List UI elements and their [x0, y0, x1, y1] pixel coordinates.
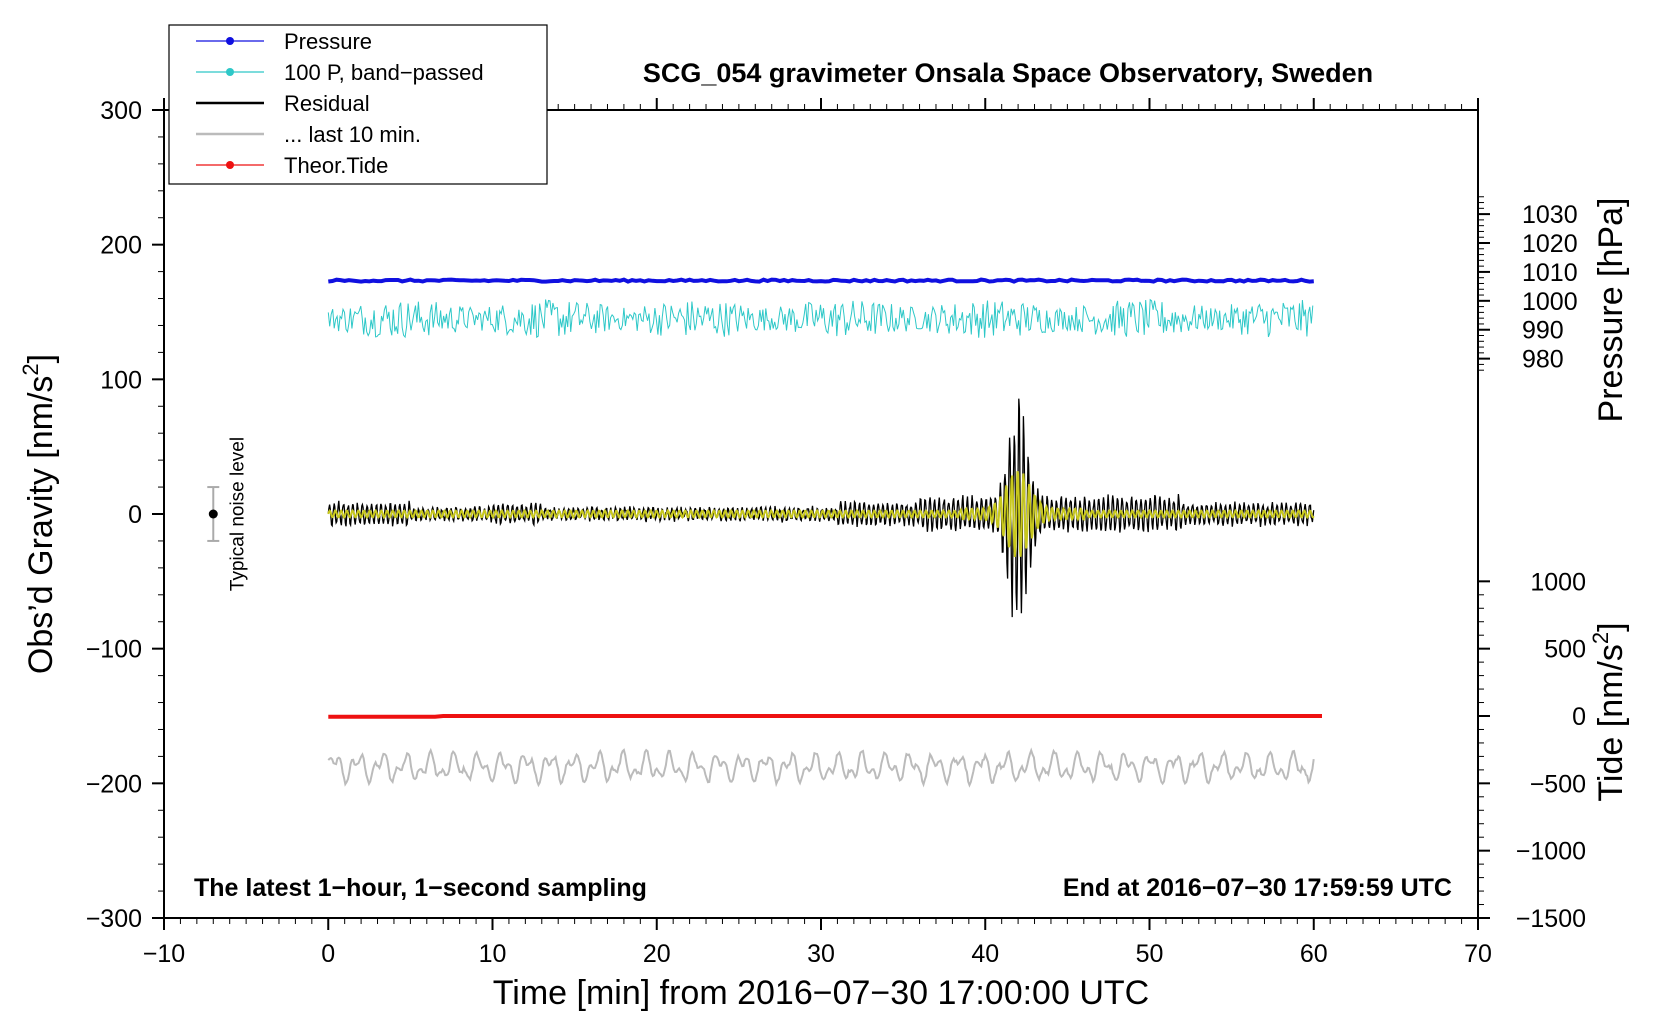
- y-right-tide-title: Tide [nm/s2]: [1588, 622, 1630, 801]
- series-pressure-bandpassed: [327, 298, 1314, 339]
- x-axis: −10 0 10 20 30 40 50 60 70: [143, 98, 1492, 968]
- legend-entries: Pressure 100 P, band−passed Residual ... la…: [196, 29, 484, 178]
- y-left-tick-label: 300: [100, 97, 142, 125]
- pressure-tick-label: 1030: [1522, 201, 1578, 229]
- pressure-tick-label: 1020: [1522, 230, 1578, 258]
- x-tick-label: 20: [643, 940, 671, 968]
- legend-box: [168, 24, 548, 185]
- legend-marker: [226, 37, 234, 45]
- y-left-tick-label: −100: [86, 636, 142, 664]
- chart-title: SCG_054 gravimeter Onsala Space Observat…: [643, 58, 1373, 88]
- y-right-axis: 103010201010100099098010005000−500−1000−…: [1478, 196, 1586, 933]
- legend-label: Theor.Tide: [284, 153, 388, 178]
- legend-label: Residual: [284, 91, 370, 116]
- y-right-pressure-title: Pressure [hPa]: [1592, 198, 1630, 423]
- tide-tick-label: −1000: [1516, 838, 1586, 866]
- legend-marker: [226, 161, 234, 169]
- x-tick-label: 50: [1136, 940, 1164, 968]
- y-left-tick-label: −200: [86, 770, 142, 798]
- y-left-tick-label: 0: [128, 501, 142, 529]
- x-tick-label: 0: [321, 940, 335, 968]
- noise-level-indicator: Typical noise level: [207, 437, 248, 591]
- x-axis-title: Time [min] from 2016−07−30 17:00:00 UTC: [493, 974, 1149, 1012]
- y-left-axis-title: Obs’d Gravity [nm/s2]: [18, 354, 60, 674]
- series-theor-tide: [328, 714, 1322, 719]
- x-tick-label: 70: [1464, 940, 1492, 968]
- x-tick-label: 10: [479, 940, 507, 968]
- series-last-10-min: [327, 747, 1315, 788]
- series-residual: [327, 398, 1315, 618]
- legend-label: 100 P, band−passed: [284, 60, 484, 85]
- x-tick-label: 60: [1300, 940, 1328, 968]
- y-left-tick-label: 100: [100, 366, 142, 394]
- pressure-tick-label: 980: [1522, 346, 1564, 374]
- y-left-tick-label: 200: [100, 232, 142, 260]
- x-tick-label: −10: [143, 940, 185, 968]
- pressure-tick-label: 990: [1522, 317, 1564, 345]
- noise-label: Typical noise level: [227, 437, 248, 591]
- tide-tick-label: −1500: [1516, 905, 1586, 933]
- legend-label: ... last 10 min.: [284, 122, 421, 147]
- legend-marker: [226, 68, 234, 76]
- y-left-tick-label: −300: [86, 905, 142, 933]
- tide-tick-label: −500: [1530, 770, 1586, 798]
- series-filtered: [327, 471, 1315, 557]
- series-group: [327, 277, 1322, 788]
- pressure-tick-label: 1000: [1522, 288, 1578, 316]
- pressure-tick-label: 1010: [1522, 259, 1578, 287]
- y-left-axis: 300 200 100 0 −100 −200 −300: [86, 97, 164, 933]
- tide-tick-label: 500: [1544, 636, 1586, 664]
- tide-tick-label: 1000: [1530, 568, 1586, 596]
- annotation-sampling: The latest 1−hour, 1−second sampling: [194, 874, 647, 902]
- tide-tick-label: 0: [1572, 703, 1586, 731]
- legend-label: Pressure: [284, 29, 372, 54]
- x-tick-label: 30: [807, 940, 835, 968]
- legend: Pressure 100 P, band−passed Residual ... la…: [168, 24, 548, 185]
- series-pressure: [328, 277, 1314, 284]
- annotation-end-time: End at 2016−07−30 17:59:59 UTC: [1063, 874, 1452, 902]
- noise-point: [208, 509, 218, 519]
- x-tick-label: 40: [971, 940, 999, 968]
